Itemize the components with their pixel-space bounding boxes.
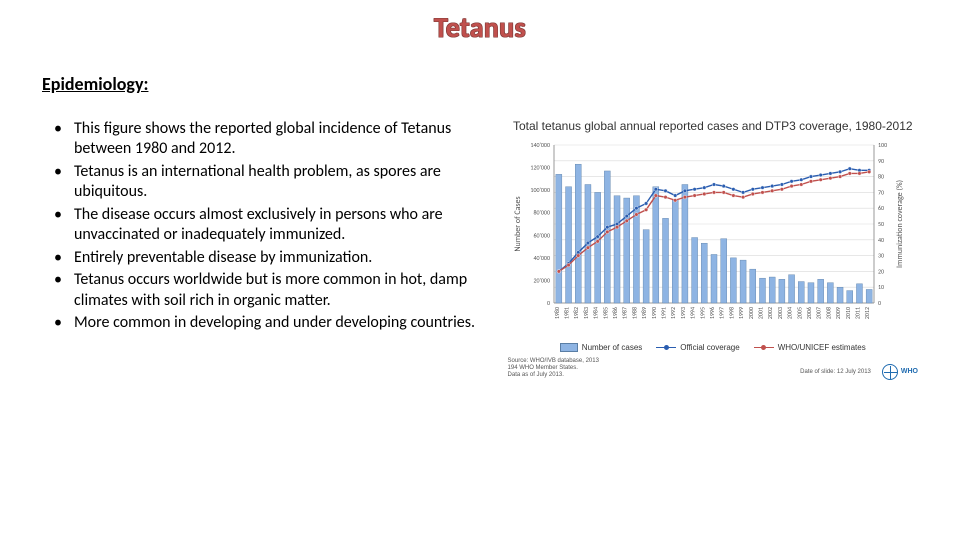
legend-swatch-bar: [560, 343, 578, 352]
svg-text:1996: 1996: [708, 307, 716, 319]
who-text: WHO: [901, 368, 918, 375]
svg-text:20'000: 20'000: [533, 276, 550, 284]
source-block: Source: WHO/IVB database, 2013 194 WHO M…: [508, 358, 599, 380]
svg-text:2008: 2008: [824, 307, 832, 319]
svg-text:80: 80: [878, 173, 884, 181]
bullet-item: Tetanus occurs worldwide but is more com…: [46, 270, 494, 311]
svg-text:2006: 2006: [805, 307, 813, 319]
svg-text:50: 50: [878, 220, 884, 228]
svg-text:90: 90: [878, 157, 884, 165]
svg-text:100: 100: [878, 141, 887, 149]
svg-text:2004: 2004: [785, 307, 793, 319]
svg-text:1981: 1981: [562, 307, 570, 319]
who-logo-icon: [882, 364, 898, 380]
source-line: Data as of July 2013.: [508, 372, 599, 379]
legend-dot-official: [664, 345, 669, 350]
legend-label: Official coverage: [680, 343, 739, 352]
legend-line-who: [754, 347, 774, 348]
svg-text:40: 40: [878, 236, 884, 244]
svg-text:0: 0: [878, 299, 881, 307]
svg-text:2002: 2002: [766, 307, 774, 319]
bullet-list: This figure shows the reported global in…: [42, 119, 494, 334]
source-line: 194 WHO Member States.: [508, 365, 599, 372]
svg-text:2000: 2000: [746, 307, 754, 319]
bullet-item: This figure shows the reported global in…: [46, 119, 494, 160]
svg-text:1985: 1985: [601, 307, 609, 319]
svg-text:1999: 1999: [737, 307, 745, 319]
svg-text:140'000: 140'000: [530, 141, 550, 149]
svg-text:1982: 1982: [572, 307, 580, 319]
bullet-item: Entirely preventable disease by immuniza…: [46, 248, 494, 268]
bullets-column: This figure shows the reported global in…: [42, 119, 502, 336]
svg-text:1987: 1987: [620, 307, 628, 319]
svg-text:40'000: 40'000: [533, 254, 550, 262]
svg-text:1984: 1984: [591, 307, 599, 319]
bullet-item: More common in developing and under deve…: [46, 313, 494, 333]
bullet-item: Tetanus is an international health probl…: [46, 162, 494, 203]
svg-text:Number of Cases: Number of Cases: [513, 196, 523, 251]
svg-text:10: 10: [878, 283, 884, 291]
svg-text:60'000: 60'000: [533, 231, 550, 239]
legend-item-who: WHO/UNICEF estimates: [754, 343, 866, 352]
chart-svg: 0 10 20 30 40 50 60 70 80 90 100 0 20'000 40'000 60'00…: [508, 139, 908, 339]
who-block: Date of slide: 12 July 2013 WHO: [800, 364, 918, 380]
svg-text:30: 30: [878, 252, 884, 260]
svg-text:2003: 2003: [775, 307, 783, 319]
legend-line-official: [656, 347, 676, 348]
svg-text:70: 70: [878, 188, 884, 196]
svg-text:1980: 1980: [552, 307, 560, 319]
svg-text:2009: 2009: [834, 307, 842, 319]
legend-label: WHO/UNICEF estimates: [778, 343, 866, 352]
svg-text:1998: 1998: [727, 307, 735, 319]
chart-footer: Source: WHO/IVB database, 2013 194 WHO M…: [508, 358, 918, 380]
title-wrap: Tetanus: [42, 10, 918, 45]
svg-text:1991: 1991: [659, 307, 667, 319]
date-of-slide: Date of slide: 12 July 2013: [800, 369, 871, 375]
svg-text:2012: 2012: [863, 307, 871, 319]
svg-text:120'000: 120'000: [530, 164, 550, 172]
svg-text:80'000: 80'000: [533, 209, 550, 217]
body-row: This figure shows the reported global in…: [42, 119, 918, 380]
legend-item-official: Official coverage: [656, 343, 739, 352]
chart-caption: Total tetanus global annual reported cas…: [508, 119, 918, 133]
legend-dot-who: [761, 345, 766, 350]
svg-text:2010: 2010: [843, 307, 851, 319]
chart-column: Total tetanus global annual reported cas…: [508, 119, 918, 380]
svg-text:0: 0: [546, 299, 549, 307]
svg-text:2007: 2007: [814, 307, 822, 319]
svg-text:1989: 1989: [640, 307, 648, 319]
svg-text:Immunization coverage (%): Immunization coverage (%): [895, 180, 905, 268]
svg-text:1993: 1993: [678, 307, 686, 319]
svg-text:1990: 1990: [649, 307, 657, 319]
svg-text:1992: 1992: [669, 307, 677, 319]
svg-text:100'000: 100'000: [530, 186, 550, 194]
slide-title: Tetanus: [434, 10, 526, 45]
svg-text:2005: 2005: [795, 307, 803, 319]
svg-text:60: 60: [878, 204, 884, 212]
legend-label: Number of cases: [582, 343, 642, 352]
chart-legend: Number of cases Official coverage WHO/UN…: [508, 343, 918, 352]
legend-item-cases: Number of cases: [560, 343, 642, 352]
svg-text:1983: 1983: [581, 307, 589, 319]
svg-text:20: 20: [878, 267, 884, 275]
svg-text:2011: 2011: [853, 307, 861, 319]
source-line: Source: WHO/IVB database, 2013: [508, 358, 599, 365]
bullet-item: The disease occurs almost exclusively in…: [46, 205, 494, 246]
svg-text:2001: 2001: [756, 307, 764, 319]
svg-text:1997: 1997: [717, 307, 725, 319]
svg-text:1994: 1994: [688, 307, 696, 319]
svg-text:1986: 1986: [611, 307, 619, 319]
svg-text:1988: 1988: [630, 307, 638, 319]
section-subheading: Epidemiology:: [42, 73, 918, 95]
svg-text:1995: 1995: [698, 307, 706, 319]
